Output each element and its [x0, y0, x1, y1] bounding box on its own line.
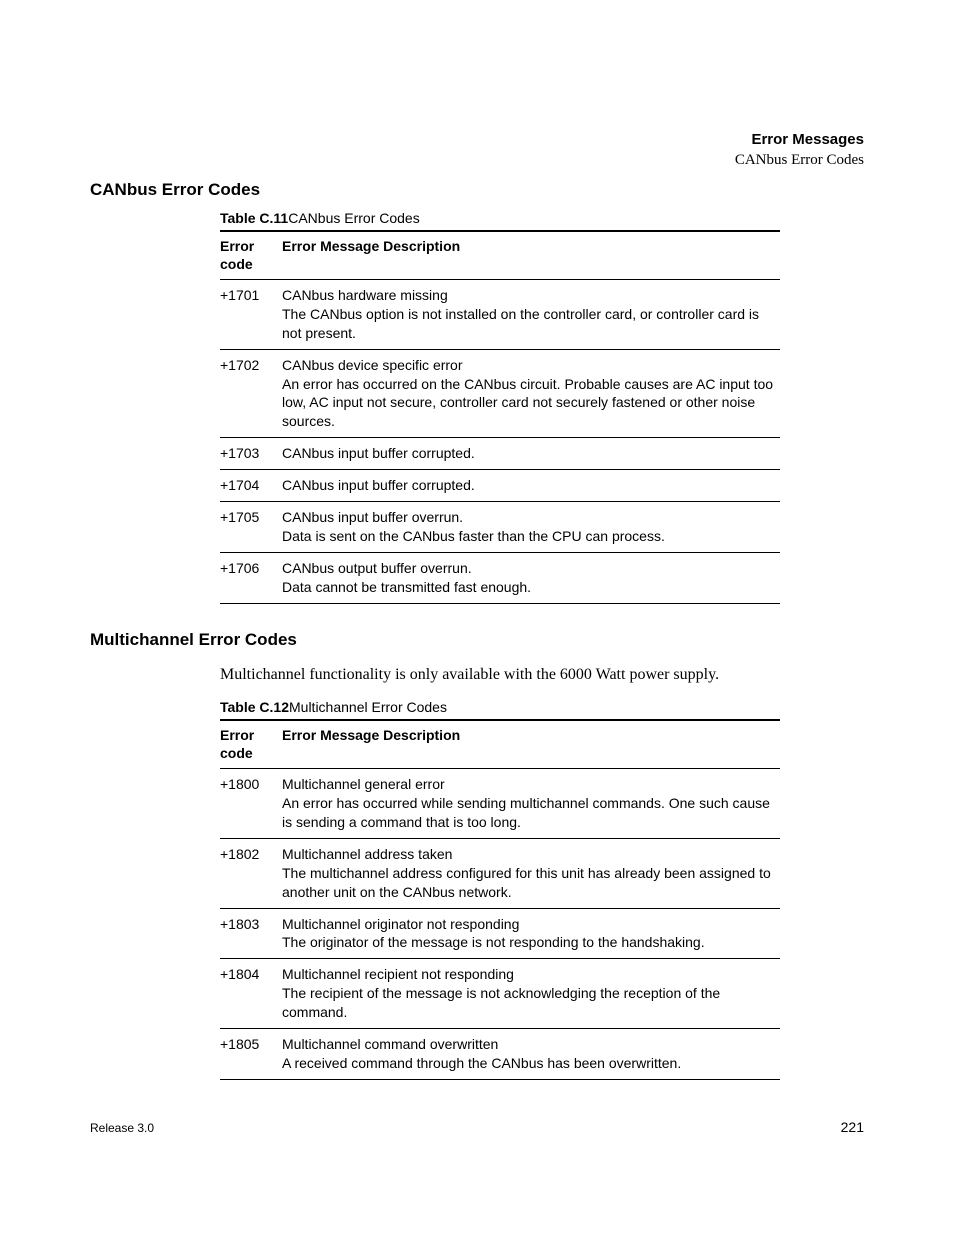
- table-row: +1701CANbus hardware missingThe CANbus o…: [220, 280, 780, 350]
- table-cell-code: +1701: [220, 280, 282, 350]
- footer-page-number: 221: [841, 1119, 864, 1135]
- table-caption-text: CANbus Error Codes: [288, 210, 420, 226]
- table-body-c11: +1701CANbus hardware missingThe CANbus o…: [220, 280, 780, 604]
- table-cell-desc: CANbus device specific errorAn error has…: [282, 349, 780, 438]
- table-header-code: Error code: [220, 720, 282, 769]
- table-cell-code: +1804: [220, 959, 282, 1029]
- error-table-c11: Error code Error Message Description +17…: [220, 230, 780, 604]
- section-heading-canbus: CANbus Error Codes: [90, 180, 864, 200]
- table-cell-code: +1704: [220, 470, 282, 502]
- table-cell-code: +1805: [220, 1028, 282, 1079]
- table-row: +1702CANbus device specific errorAn erro…: [220, 349, 780, 438]
- content: CANbus Error Codes Table C.11CANbus Erro…: [90, 180, 864, 1080]
- table-caption-c12: Table C.12Multichannel Error Codes: [220, 699, 864, 715]
- table-caption-label: Table C.11: [220, 210, 288, 226]
- table-cell-desc: CANbus output buffer overrun.Data cannot…: [282, 552, 780, 603]
- table-cell-desc: Multichannel recipient not respondingThe…: [282, 959, 780, 1029]
- table-header-desc: Error Message Description: [282, 720, 780, 769]
- table-row: +1705CANbus input buffer overrun.Data is…: [220, 502, 780, 553]
- running-header: Error Messages CANbus Error Codes: [735, 130, 864, 171]
- page: Error Messages CANbus Error Codes CANbus…: [0, 0, 954, 1235]
- section-note-multichannel: Multichannel functionality is only avail…: [220, 664, 780, 686]
- table-cell-desc: CANbus input buffer corrupted.: [282, 470, 780, 502]
- table-cell-desc: Multichannel general errorAn error has o…: [282, 769, 780, 839]
- table-cell-desc: CANbus input buffer overrun.Data is sent…: [282, 502, 780, 553]
- table-cell-desc: CANbus hardware missingThe CANbus option…: [282, 280, 780, 350]
- table-caption-label: Table C.12: [220, 699, 289, 715]
- running-header-subtitle: CANbus Error Codes: [735, 150, 864, 170]
- table-row: +1704CANbus input buffer corrupted.: [220, 470, 780, 502]
- table-row: +1804Multichannel recipient not respondi…: [220, 959, 780, 1029]
- table-cell-desc: Multichannel originator not respondingTh…: [282, 908, 780, 959]
- table-cell-code: +1800: [220, 769, 282, 839]
- footer-release: Release 3.0: [90, 1121, 154, 1135]
- table-cell-code: +1703: [220, 438, 282, 470]
- table-header-desc: Error Message Description: [282, 231, 780, 280]
- table-block-c12: Table C.12Multichannel Error Codes Error…: [220, 699, 864, 1080]
- table-cell-desc: Multichannel command overwrittenA receiv…: [282, 1028, 780, 1079]
- table-row: +1706CANbus output buffer overrun.Data c…: [220, 552, 780, 603]
- table-cell-code: +1803: [220, 908, 282, 959]
- table-cell-desc: Multichannel address takenThe multichann…: [282, 838, 780, 908]
- table-caption-c11: Table C.11CANbus Error Codes: [220, 210, 864, 226]
- table-row: +1802Multichannel address takenThe multi…: [220, 838, 780, 908]
- table-header-code: Error code: [220, 231, 282, 280]
- table-block-c11: Table C.11CANbus Error Codes Error code …: [220, 210, 864, 604]
- table-row: +1803Multichannel originator not respond…: [220, 908, 780, 959]
- table-row: +1805Multichannel command overwrittenA r…: [220, 1028, 780, 1079]
- section-heading-multichannel: Multichannel Error Codes: [90, 630, 864, 650]
- table-cell-code: +1705: [220, 502, 282, 553]
- table-row: +1800Multichannel general errorAn error …: [220, 769, 780, 839]
- error-table-c12: Error code Error Message Description +18…: [220, 719, 780, 1080]
- table-cell-code: +1706: [220, 552, 282, 603]
- table-cell-code: +1702: [220, 349, 282, 438]
- table-cell-code: +1802: [220, 838, 282, 908]
- table-body-c12: +1800Multichannel general errorAn error …: [220, 769, 780, 1080]
- table-cell-desc: CANbus input buffer corrupted.: [282, 438, 780, 470]
- table-caption-text: Multichannel Error Codes: [289, 699, 447, 715]
- running-header-title: Error Messages: [735, 130, 864, 150]
- table-row: +1703CANbus input buffer corrupted.: [220, 438, 780, 470]
